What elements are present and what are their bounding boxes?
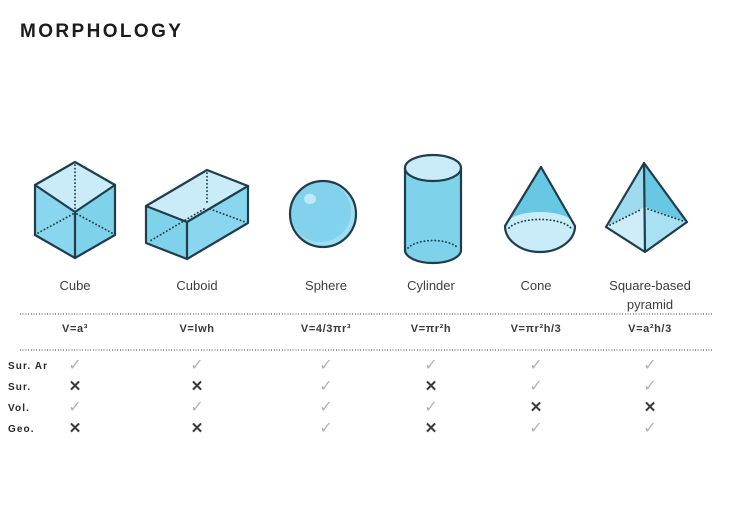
formula-cylinder: V=πr²h xyxy=(410,323,452,335)
dotted-separator-bottom xyxy=(20,349,712,351)
table-mark: ✓ xyxy=(529,420,543,437)
shape-label-cone: Cone xyxy=(520,278,552,293)
pyramid-illustration xyxy=(604,161,689,254)
table-mark: ✕ xyxy=(68,420,82,437)
formula-cone: V=πr²h/3 xyxy=(510,323,562,335)
table-mark: ✓ xyxy=(529,378,543,395)
table-mark: ✓ xyxy=(190,399,204,416)
row-label-surface-area: Sur. Ar xyxy=(8,361,49,372)
table-mark: ✓ xyxy=(424,399,438,416)
table-mark: ✓ xyxy=(424,357,438,374)
formula-cuboid: V=lwh xyxy=(179,323,215,335)
table-mark: ✕ xyxy=(190,378,204,395)
row-label-sur: Sur. xyxy=(8,382,32,393)
table-mark: ✕ xyxy=(424,420,438,437)
sphere-illustration xyxy=(288,179,358,249)
shape-label-pyramid: Square-based pyramid xyxy=(609,278,691,312)
table-mark: ✓ xyxy=(643,420,657,437)
formula-pyramid: V=a²h/3 xyxy=(628,323,672,335)
table-mark: ✓ xyxy=(190,357,204,374)
shape-label-cube: Cube xyxy=(59,278,91,293)
cone-illustration xyxy=(503,165,577,254)
formula-cube: V=a³ xyxy=(62,323,88,335)
table-mark: ✕ xyxy=(68,378,82,395)
shape-label-cylinder: Cylinder xyxy=(407,278,455,293)
table-mark: ✓ xyxy=(319,378,333,395)
table-mark: ✓ xyxy=(643,357,657,374)
table-mark: ✕ xyxy=(643,399,657,416)
shape-label-sphere: Sphere xyxy=(305,278,347,293)
table-mark: ✓ xyxy=(529,357,543,374)
row-label-vol: Vol. xyxy=(8,403,30,414)
table-mark: ✕ xyxy=(190,420,204,437)
table-mark: ✓ xyxy=(319,399,333,416)
table-mark: ✓ xyxy=(319,357,333,374)
dotted-separator-top xyxy=(20,313,712,315)
table-mark: ✕ xyxy=(529,399,543,416)
table-mark: ✓ xyxy=(68,399,82,416)
table-mark: ✓ xyxy=(643,378,657,395)
cuboid-illustration xyxy=(144,168,250,261)
formula-sphere: V=4/3πr³ xyxy=(300,323,352,335)
cylinder-illustration xyxy=(403,153,463,265)
page-title: MORPHOLOGY xyxy=(20,21,184,42)
row-label-geo: Geo. xyxy=(8,424,35,435)
shape-label-cuboid: Cuboid xyxy=(176,278,218,293)
table-mark: ✓ xyxy=(319,420,333,437)
cube-illustration xyxy=(33,160,117,260)
table-mark: ✓ xyxy=(68,357,82,374)
table-mark: ✕ xyxy=(424,378,438,395)
